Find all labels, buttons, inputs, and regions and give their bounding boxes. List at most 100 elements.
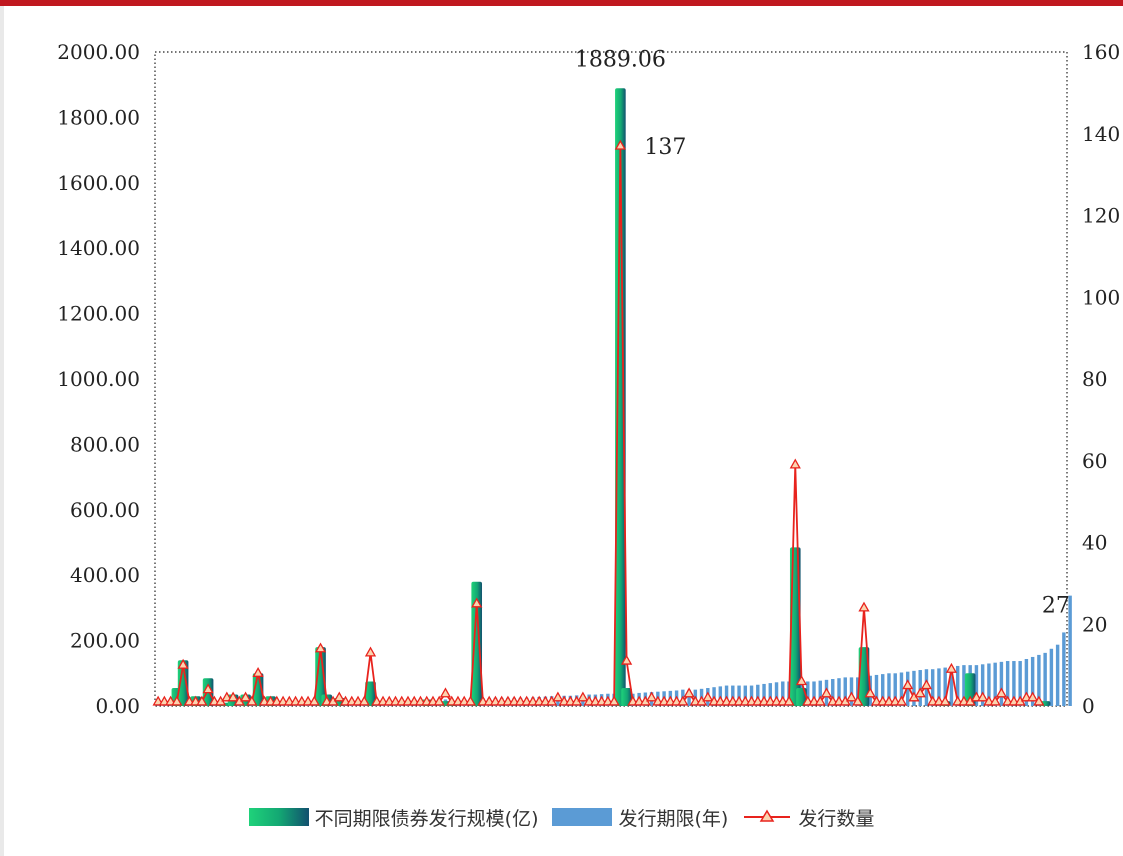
count-point	[939, 695, 951, 706]
scale-bar	[177, 660, 189, 706]
term-bar	[1012, 661, 1016, 706]
count-line	[152, 139, 1045, 706]
right-tick-label: 100	[1082, 285, 1120, 309]
count-point	[552, 691, 564, 702]
left-tick-label: 1000.00	[57, 367, 140, 391]
term-bar	[1062, 632, 1066, 706]
term-bar	[993, 662, 997, 706]
scale-bar	[315, 647, 326, 706]
count-point	[945, 662, 958, 673]
count-point	[645, 691, 658, 702]
plot-border	[154, 51, 1068, 707]
left-tick-label: 400.00	[70, 563, 140, 587]
count-point	[677, 695, 689, 706]
count-point	[864, 687, 876, 698]
count-point	[783, 695, 795, 706]
count-point	[177, 658, 189, 669]
count-point	[246, 695, 258, 706]
count-point	[977, 691, 989, 702]
term-bar	[974, 665, 979, 706]
term-bar	[1049, 648, 1054, 706]
left-tick-label: 800.00	[70, 432, 140, 456]
term-bar	[843, 677, 847, 706]
count-point	[989, 695, 1001, 706]
count-point	[252, 666, 264, 677]
term-bar	[980, 664, 985, 706]
top-accent-bar	[0, 0, 1123, 6]
count-point	[577, 691, 589, 702]
term-bar	[949, 666, 954, 706]
count-point	[171, 695, 183, 706]
left-tick-label: 0.00	[95, 694, 140, 718]
term-bar	[1018, 661, 1022, 706]
legend-swatch-scale	[248, 808, 309, 826]
count-point	[439, 687, 452, 698]
count-point	[914, 687, 926, 698]
right-tick-label: 140	[1082, 122, 1120, 146]
count-point	[845, 691, 858, 702]
term-bar	[1055, 644, 1060, 706]
count-point	[196, 695, 208, 706]
term-bar	[1030, 656, 1035, 706]
count-point	[789, 458, 801, 469]
term-bar	[837, 678, 841, 706]
term-bar	[1005, 661, 1010, 706]
right-tick-label: 40	[1082, 531, 1107, 555]
count-point	[683, 687, 695, 698]
right-tick-label: 120	[1082, 204, 1120, 228]
scale-bar	[365, 681, 376, 706]
count-point	[702, 691, 714, 702]
scale-bars	[171, 88, 1051, 706]
count-point	[358, 695, 370, 706]
term-bar	[987, 663, 991, 706]
count-point	[239, 691, 252, 702]
count-point	[795, 675, 808, 686]
count-point	[227, 691, 239, 702]
legend-item-scale: 不同期限债券发行规模(亿)	[248, 804, 539, 831]
term-bar	[768, 683, 773, 706]
bond-issuance-chart: 0.00 200.00 400.00 600.00 800.00 1000.00 1200.…	[57, 40, 1120, 718]
term-bar	[756, 684, 760, 706]
count-point	[471, 597, 483, 608]
left-tick-label: 1800.00	[57, 105, 140, 129]
term-bar	[818, 680, 822, 706]
term-bar	[893, 673, 897, 706]
count-point	[1027, 691, 1039, 702]
scale-bar	[471, 581, 483, 706]
count-point	[308, 695, 320, 706]
term-bar	[899, 672, 904, 706]
right-tick-label: 0	[1082, 694, 1095, 718]
scale-bar	[964, 673, 976, 706]
right-tick-label: 80	[1082, 367, 1107, 391]
term-bar	[962, 665, 966, 706]
term-bar	[774, 682, 779, 706]
term-bar	[874, 674, 879, 706]
legend-label-count: 发行数量	[798, 807, 875, 830]
count-point	[820, 687, 833, 698]
left-edge-strip	[0, 6, 4, 856]
left-axis: 0.00 200.00 400.00 600.00 800.00 1000.00 1200.…	[57, 40, 140, 718]
term-bar	[831, 679, 835, 706]
count-point	[895, 695, 908, 706]
legend-label-scale: 不同期限债券发行规模(亿)	[314, 807, 539, 830]
scale-bar	[615, 88, 626, 706]
term-bar	[812, 681, 816, 706]
count-point	[364, 646, 377, 657]
legend: 不同期限债券发行规模(亿) 发行期限(年) 发行数量	[0, 800, 1123, 834]
legend-label-term: 发行期限(年)	[618, 807, 729, 830]
left-tick-label: 600.00	[70, 498, 140, 522]
count-point	[314, 642, 327, 653]
count-point	[621, 654, 633, 665]
term-bar	[881, 674, 885, 706]
scale-bar	[858, 647, 870, 706]
count-point	[852, 695, 864, 706]
legend-item-count: 发行数量	[742, 804, 874, 831]
term-bar	[762, 683, 766, 706]
count-point	[333, 691, 345, 702]
data-labels: 1889.06 137 27	[575, 47, 1070, 618]
right-tick-label: 20	[1082, 612, 1107, 636]
term-bar	[943, 667, 947, 706]
term-bar	[1024, 658, 1029, 706]
scale-bar	[621, 688, 632, 706]
count-point	[614, 139, 626, 150]
